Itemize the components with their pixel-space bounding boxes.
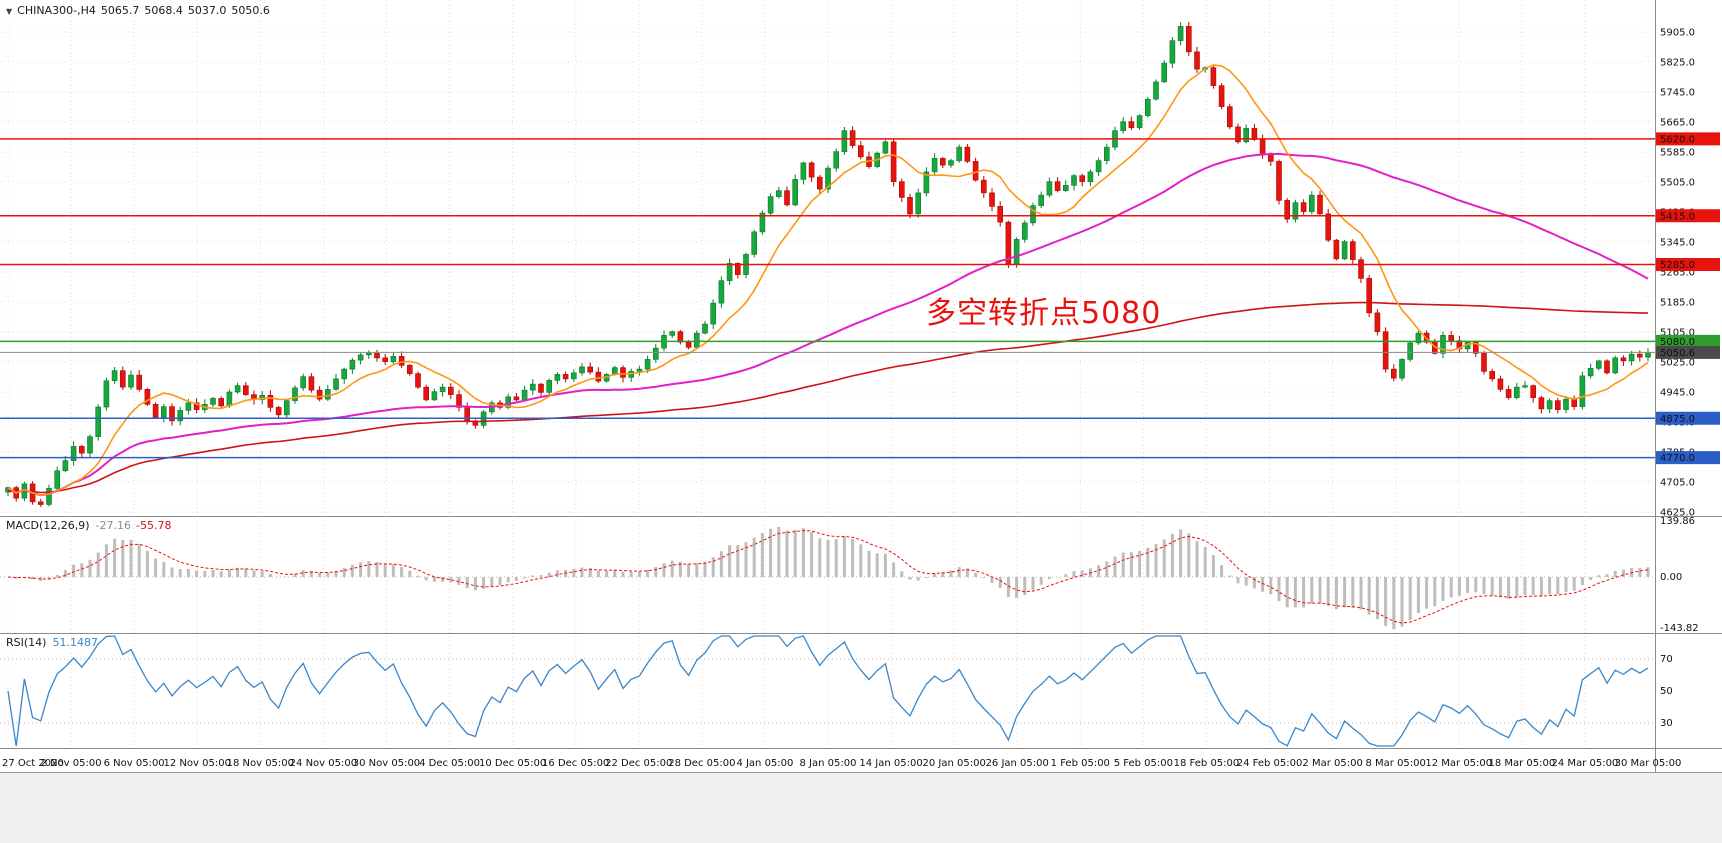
svg-text:5905.0: 5905.0 xyxy=(1660,28,1695,39)
level-lines[interactable] xyxy=(0,138,1655,459)
pane-separators xyxy=(0,0,1722,772)
price-badge xyxy=(1656,209,1720,223)
svg-text:10 Dec 05:00: 10 Dec 05:00 xyxy=(479,758,546,769)
price-badge xyxy=(1656,451,1720,465)
price-badge xyxy=(1656,334,1720,348)
svg-text:5265.0: 5265.0 xyxy=(1660,268,1695,279)
svg-text:6 Nov 05:00: 6 Nov 05:00 xyxy=(104,758,165,769)
svg-text:2 Mar 05:00: 2 Mar 05:00 xyxy=(1302,758,1362,769)
symbol-dropdown-icon[interactable]: ▼ xyxy=(6,7,13,16)
candles-layer[interactable] xyxy=(5,21,1651,507)
svg-text:24 Feb 05:00: 24 Feb 05:00 xyxy=(1237,758,1303,769)
svg-text:24 Mar 05:00: 24 Mar 05:00 xyxy=(1552,758,1619,769)
ma-fast-line xyxy=(7,64,1649,497)
annotation-text[interactable]: 多空转折点5080 xyxy=(926,296,1162,331)
svg-text:5745.0: 5745.0 xyxy=(1660,88,1695,99)
ma-slow-line xyxy=(7,301,1649,494)
svg-text:4625.0: 4625.0 xyxy=(1660,508,1695,519)
svg-text:5025.0: 5025.0 xyxy=(1660,358,1695,369)
svg-text:5285.0: 5285.0 xyxy=(1660,260,1695,271)
macd-indicator-label: MACD(12,26,9) -27.16 -55.78 xyxy=(6,519,171,532)
svg-text:4875.0: 4875.0 xyxy=(1660,414,1695,425)
symbol-info-bar: ▼ CHINA300-,H4 5065.7 5068.4 5037.0 5050.6 xyxy=(6,4,275,17)
price-badge xyxy=(1656,345,1720,359)
svg-text:4 Dec 05:00: 4 Dec 05:00 xyxy=(419,758,480,769)
svg-text:18 Feb 05:00: 18 Feb 05:00 xyxy=(1174,758,1240,769)
svg-text:5080.0: 5080.0 xyxy=(1660,337,1695,348)
price-high: 5068.4 xyxy=(144,4,183,17)
price-badge xyxy=(1656,411,1720,425)
macd-name: MACD(12,26,9) xyxy=(6,519,90,532)
svg-text:-143.82: -143.82 xyxy=(1660,623,1699,634)
svg-text:14 Jan 05:00: 14 Jan 05:00 xyxy=(859,758,922,769)
svg-text:27 Oct 2020: 27 Oct 2020 xyxy=(2,758,64,769)
svg-text:26 Jan 05:00: 26 Jan 05:00 xyxy=(986,758,1049,769)
price-axis[interactable]: 5905.05825.05745.05665.05585.05505.05425… xyxy=(1660,28,1699,730)
svg-text:20 Jan 05:00: 20 Jan 05:00 xyxy=(922,758,985,769)
macd-main-value: -27.16 xyxy=(95,519,132,532)
macd-pane xyxy=(0,526,1655,630)
price-badge xyxy=(1656,258,1720,271)
svg-text:0.00: 0.00 xyxy=(1660,572,1682,583)
macd-signal-line xyxy=(7,529,1649,624)
svg-text:30 Mar 05:00: 30 Mar 05:00 xyxy=(1615,758,1682,769)
svg-text:5620.0: 5620.0 xyxy=(1660,134,1695,145)
moving-averages xyxy=(7,64,1649,497)
svg-text:1 Feb 05:00: 1 Feb 05:00 xyxy=(1051,758,1110,769)
svg-text:4770.0: 4770.0 xyxy=(1660,453,1695,464)
svg-text:30 Nov 05:00: 30 Nov 05:00 xyxy=(353,758,420,769)
svg-text:2 Nov 05:00: 2 Nov 05:00 xyxy=(41,758,102,769)
svg-text:18 Nov 05:00: 18 Nov 05:00 xyxy=(227,758,294,769)
svg-text:4 Jan 05:00: 4 Jan 05:00 xyxy=(736,758,793,769)
grid-lines xyxy=(0,0,1655,748)
rsi-line xyxy=(7,635,1649,747)
price-close: 5050.6 xyxy=(231,4,270,17)
svg-text:5185.0: 5185.0 xyxy=(1660,298,1695,309)
svg-text:28 Dec 05:00: 28 Dec 05:00 xyxy=(668,758,735,769)
svg-text:5665.0: 5665.0 xyxy=(1660,118,1695,129)
svg-text:5825.0: 5825.0 xyxy=(1660,58,1695,69)
svg-text:5345.0: 5345.0 xyxy=(1660,238,1695,249)
svg-text:4945.0: 4945.0 xyxy=(1660,388,1695,399)
rsi-pane xyxy=(0,635,1655,747)
svg-text:5 Feb 05:00: 5 Feb 05:00 xyxy=(1114,758,1173,769)
svg-text:70: 70 xyxy=(1660,654,1673,665)
svg-text:8 Mar 05:00: 8 Mar 05:00 xyxy=(1365,758,1425,769)
svg-text:18 Mar 05:00: 18 Mar 05:00 xyxy=(1488,758,1555,769)
svg-text:5050.6: 5050.6 xyxy=(1660,348,1695,359)
ma-mid-line xyxy=(7,152,1649,497)
svg-text:5585.0: 5585.0 xyxy=(1660,148,1695,159)
svg-text:5415.0: 5415.0 xyxy=(1660,211,1695,222)
price-low: 5037.0 xyxy=(187,4,227,17)
macd-signal-value: -55.78 xyxy=(136,519,172,532)
price-badges: 5620.0 5415.0 5285.0 5080.0 4875.0 4770.0 5050… xyxy=(1656,132,1720,465)
svg-text:4705.0: 4705.0 xyxy=(1660,478,1695,489)
symbol-name: CHINA300-,H4 xyxy=(17,4,96,17)
svg-text:50: 50 xyxy=(1660,686,1673,697)
rsi-name: RSI(14) xyxy=(6,636,47,649)
svg-text:5105.0: 5105.0 xyxy=(1660,328,1695,339)
svg-text:24 Nov 05:00: 24 Nov 05:00 xyxy=(290,758,357,769)
svg-text:12 Nov 05:00: 12 Nov 05:00 xyxy=(164,758,231,769)
svg-text:139.86: 139.86 xyxy=(1660,516,1695,527)
bottom-panel xyxy=(0,772,1722,843)
svg-text:16 Dec 05:00: 16 Dec 05:00 xyxy=(542,758,609,769)
price-badge xyxy=(1656,132,1720,146)
svg-text:30: 30 xyxy=(1660,718,1673,729)
rsi-indicator-label: RSI(14) 51.1487 xyxy=(6,636,98,649)
rsi-value: 51.1487 xyxy=(52,636,98,649)
svg-text:12 Mar 05:00: 12 Mar 05:00 xyxy=(1425,758,1492,769)
svg-text:8 Jan 05:00: 8 Jan 05:00 xyxy=(800,758,857,769)
svg-text:5505.0: 5505.0 xyxy=(1660,178,1695,189)
svg-text:22 Dec 05:00: 22 Dec 05:00 xyxy=(605,758,672,769)
price-open: 5065.7 xyxy=(100,4,140,17)
